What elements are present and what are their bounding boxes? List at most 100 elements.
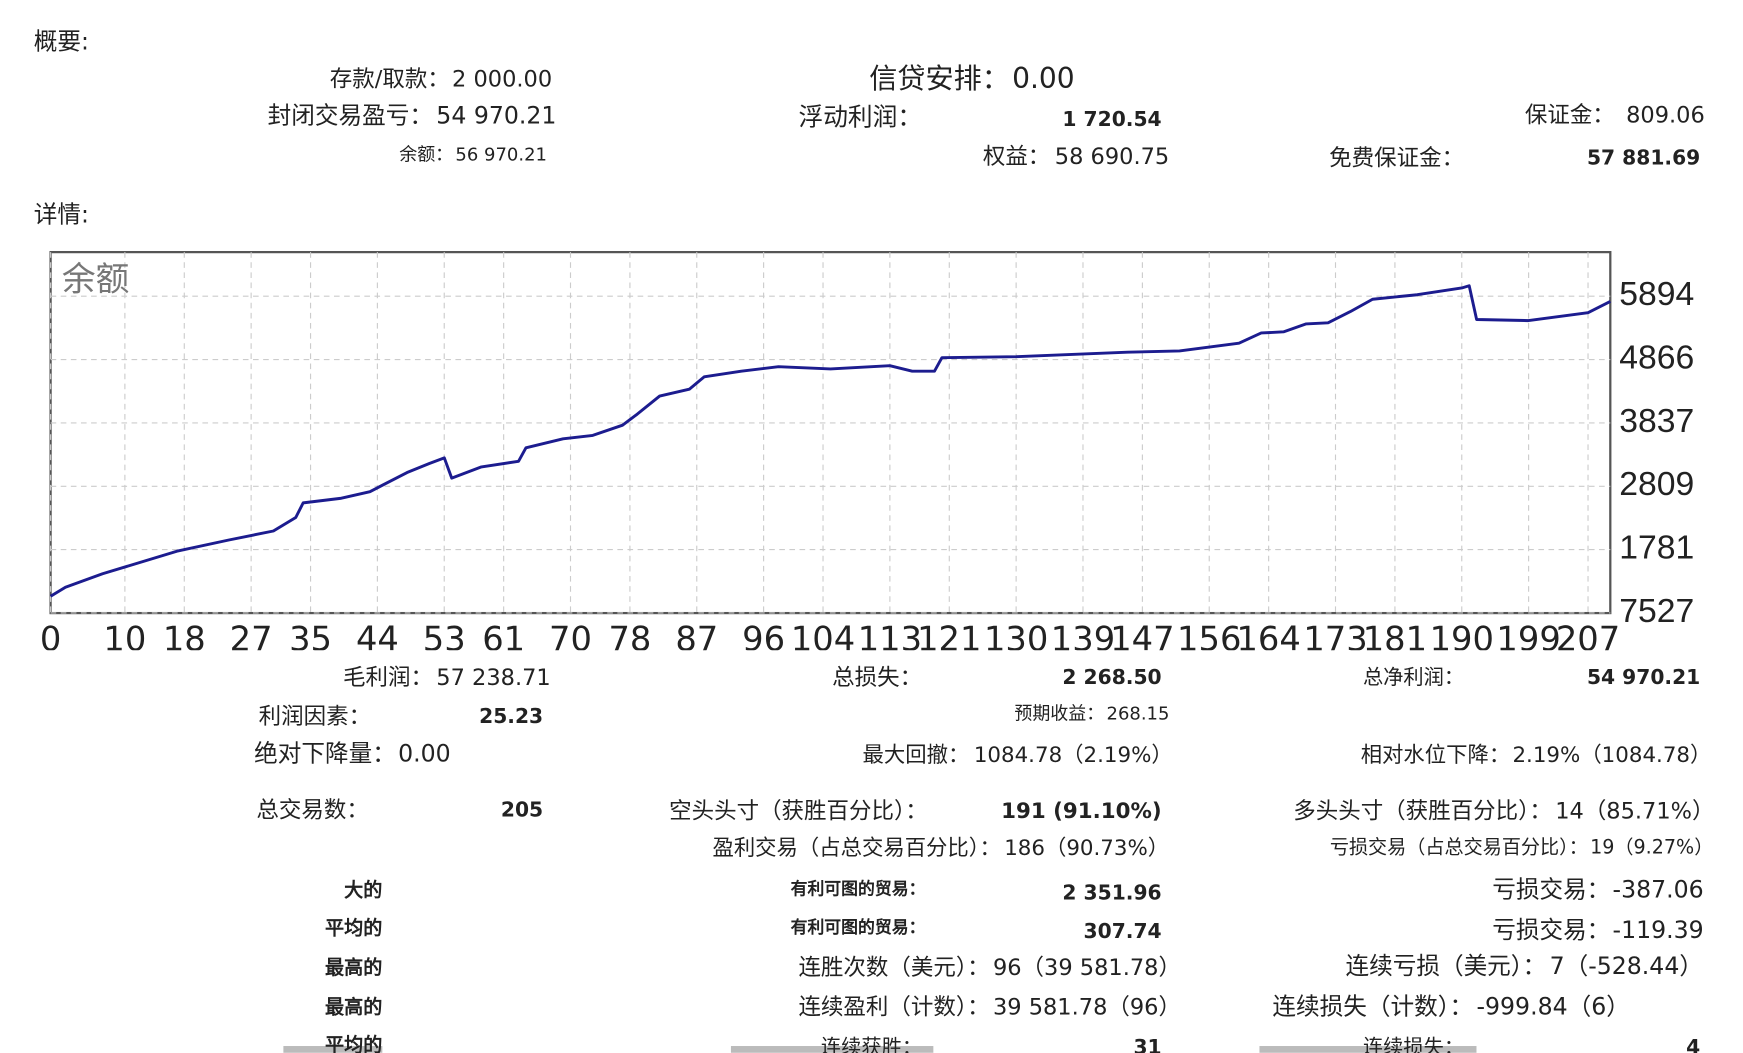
x-tick-label: 156 — [1177, 620, 1241, 659]
field-label: 大的 — [344, 878, 382, 901]
field-label: 连续损失（计数）： — [1272, 992, 1473, 1020]
field-value: -119.39 — [1613, 916, 1704, 944]
field-label: 利润因素： — [259, 704, 371, 730]
field-label: 最大回撤： — [863, 743, 970, 768]
field-label: 信贷安排： — [869, 62, 1010, 95]
field-label: 盈利交易（占总交易百分比）： — [712, 836, 1000, 861]
x-tick-label: 96 — [742, 620, 785, 659]
field-value: 56 970.21 — [455, 144, 547, 165]
field-value: 57 881.69 — [1587, 145, 1700, 169]
field-label: 多头头寸（获胜百分比）： — [1293, 799, 1552, 825]
field-value: 191 (91.10%) — [1001, 799, 1162, 824]
field-value: -999.84（6） — [1476, 992, 1629, 1020]
field-value: -387.06 — [1613, 875, 1704, 903]
field-label: 余额： — [399, 144, 453, 165]
x-tick-label: 0 — [40, 620, 61, 659]
field-value: 205 — [501, 798, 543, 822]
x-tick-label: 181 — [1363, 620, 1427, 659]
field-label: 亏损交易（占总交易百分比）： — [1330, 836, 1588, 859]
field-label: 存款/取款： — [330, 67, 450, 93]
field-value: 54 970.21 — [436, 102, 556, 130]
field-label: 封闭交易盈亏： — [268, 102, 433, 130]
x-tick-label: 27 — [230, 620, 273, 659]
x-tick-label: 61 — [482, 620, 525, 659]
x-tick-label: 44 — [356, 620, 399, 659]
row-shade — [1259, 1046, 1477, 1053]
x-tick-label: 18 — [163, 620, 206, 659]
x-tick-label: 70 — [549, 620, 592, 659]
y-tick-label: 3837 — [1619, 402, 1694, 440]
field-value: 809.06 — [1626, 103, 1705, 129]
field-label: 总损失： — [832, 665, 922, 691]
field-label: 相对水位下降： — [1361, 743, 1511, 768]
field-label: 连续损失： — [1363, 1035, 1464, 1053]
field-label: 浮动利润： — [798, 102, 922, 131]
field-value: 2 351.96 — [1062, 881, 1161, 905]
x-tick-label: 147 — [1110, 620, 1174, 659]
plot-area — [49, 250, 1612, 615]
field-value: 2 268.50 — [1062, 665, 1161, 689]
row-shade — [283, 1046, 383, 1053]
field-label: 毛利润： — [343, 665, 433, 691]
field-label: 亏损交易： — [1492, 875, 1610, 903]
field-label: 预期收益： — [1014, 703, 1104, 724]
field-label: 平均的 — [325, 917, 382, 940]
field-value: 39 581.78（96） — [993, 994, 1181, 1020]
x-tick-label: 139 — [1051, 620, 1115, 659]
field-label: 连续亏损（美元）： — [1346, 952, 1547, 980]
field-label: 最高的 — [325, 956, 382, 979]
field-value: 14（85.71%） — [1555, 799, 1714, 825]
field-label: 免费保证金： — [1329, 145, 1464, 171]
x-tick-label: 173 — [1303, 620, 1367, 659]
field-label: 有利可图的贸易： — [791, 879, 926, 899]
field-value: 0.00 — [1012, 62, 1075, 95]
field-value: 7（-528.44） — [1550, 952, 1703, 980]
field-label: 平均的 — [325, 1034, 382, 1053]
field-value: 4 — [1686, 1035, 1700, 1053]
x-tick-label: 10 — [103, 620, 146, 659]
field-value: 0.00 — [398, 739, 451, 767]
field-label: 空头头寸（获胜百分比）： — [669, 799, 928, 825]
field-label: 连续盈利（计数）： — [798, 994, 989, 1020]
field-value: 2 000.00 — [452, 67, 552, 93]
x-tick-label: 87 — [675, 620, 718, 659]
field-value: 54 970.21 — [1587, 665, 1700, 689]
field-value: 268.15 — [1107, 703, 1170, 724]
balance-line — [49, 284, 1611, 598]
field-value: 31 — [1133, 1035, 1161, 1053]
field-label: 最高的 — [325, 995, 382, 1018]
x-tick-label: 53 — [423, 620, 466, 659]
x-tick-label: 164 — [1236, 620, 1300, 659]
y-tick-label: 5894 — [1619, 275, 1694, 313]
x-tick-label: 104 — [791, 620, 855, 659]
y-tick-label: 1781 — [1619, 528, 1694, 566]
field-label: 总净利润： — [1363, 665, 1464, 689]
field-value: 2.19%（1084.78） — [1512, 743, 1711, 768]
field-value: 19（9.27%） — [1590, 836, 1713, 859]
y-tick-label: 7527 — [1619, 592, 1694, 630]
details-heading: 详情: — [34, 201, 89, 229]
field-label: 有利可图的贸易： — [791, 917, 926, 937]
field-value: 186（90.73%） — [1004, 836, 1169, 861]
field-value: 307.74 — [1084, 919, 1162, 943]
y-tick-label: 4866 — [1619, 338, 1694, 376]
field-label: 连续获胜： — [821, 1035, 922, 1053]
field-value: 58 690.75 — [1055, 144, 1169, 170]
x-tick-label: 35 — [289, 620, 332, 659]
field-label: 总交易数： — [256, 798, 368, 824]
field-label: 保证金： — [1525, 103, 1615, 129]
field-label: 连胜次数（美元）： — [798, 955, 989, 981]
x-tick-label: 113 — [858, 620, 922, 659]
chart-title: 余额 — [62, 259, 129, 298]
summary-heading: 概要: — [34, 27, 89, 55]
field-value: 96（39 581.78） — [993, 955, 1181, 981]
field-value: 1 720.54 — [1062, 107, 1161, 131]
row-shade — [730, 1046, 934, 1053]
x-tick-label: 78 — [608, 620, 651, 659]
x-tick-label: 199 — [1496, 620, 1560, 659]
x-tick-label: 121 — [917, 620, 981, 659]
field-value: 25.23 — [479, 704, 543, 728]
y-tick-label: 2809 — [1619, 465, 1694, 503]
